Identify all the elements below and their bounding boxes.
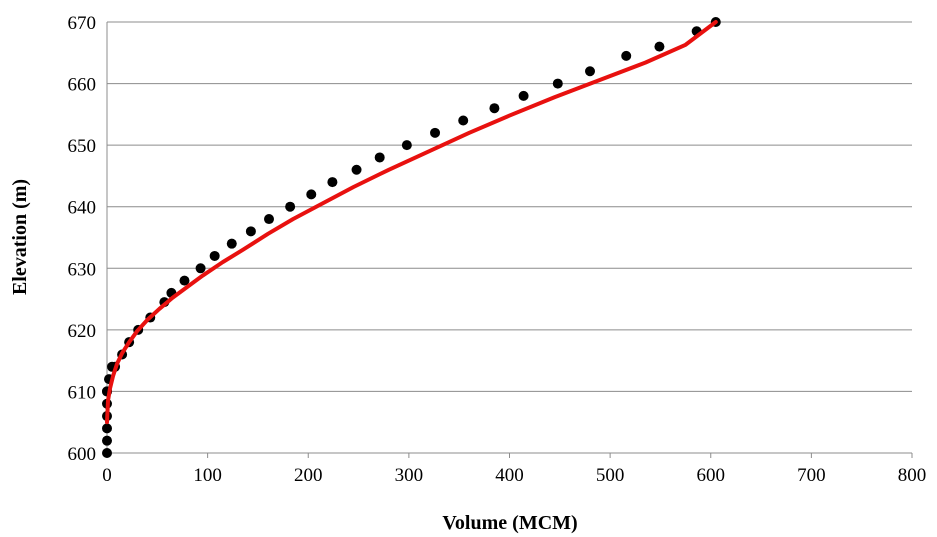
y-tick-label: 670 <box>68 13 97 34</box>
axes <box>106 22 913 458</box>
y-tick-label: 630 <box>68 259 97 280</box>
data-point <box>654 41 665 52</box>
data-point <box>102 423 112 434</box>
data-point <box>489 103 500 114</box>
data-point <box>245 226 256 237</box>
x-tick-label: 500 <box>596 465 625 486</box>
x-tick-label: 200 <box>294 465 323 486</box>
data-point <box>195 263 206 274</box>
x-tick-label: 0 <box>102 465 112 486</box>
x-axis-title: Volume (MCM) <box>442 512 577 534</box>
data-point <box>327 177 338 188</box>
x-tick-label: 700 <box>797 465 826 486</box>
y-tick-label: 660 <box>68 75 97 96</box>
data-point <box>226 238 237 249</box>
y-tick-label: 640 <box>68 198 97 219</box>
data-point <box>264 214 275 225</box>
x-tick-label: 600 <box>697 465 726 486</box>
y-tick-label: 650 <box>68 136 97 157</box>
data-point <box>285 201 296 212</box>
data-point <box>179 275 190 286</box>
data-point <box>209 250 220 261</box>
data-point <box>351 164 362 175</box>
y-tick-label: 610 <box>68 382 97 403</box>
data-point <box>552 78 563 89</box>
data-point <box>102 435 112 446</box>
data-point <box>102 448 112 458</box>
data-point <box>621 50 632 61</box>
data-point <box>374 152 385 163</box>
fit-line <box>105 20 718 425</box>
data-point <box>401 140 412 151</box>
data-point <box>430 127 441 138</box>
y-axis-title: Elevation (m) <box>9 179 31 295</box>
data-point <box>458 115 469 126</box>
x-tick-label: 300 <box>395 465 424 486</box>
data-point <box>518 90 529 101</box>
x-tick-label: 800 <box>898 465 927 486</box>
data-point <box>585 66 595 77</box>
x-tick-label: 100 <box>193 465 222 486</box>
data-point <box>306 189 317 200</box>
y-tick-labels: 600 610 620 630 640 650 660 670 <box>68 13 97 465</box>
x-tick-label: 400 <box>495 465 524 486</box>
y-tick-label: 620 <box>68 321 97 342</box>
y-tick-label: 600 <box>68 444 97 465</box>
fit-line-series <box>105 20 718 425</box>
gridlines <box>107 21 912 392</box>
x-tick-labels: 0 100 200 300 400 500 600 700 800 <box>102 465 926 486</box>
